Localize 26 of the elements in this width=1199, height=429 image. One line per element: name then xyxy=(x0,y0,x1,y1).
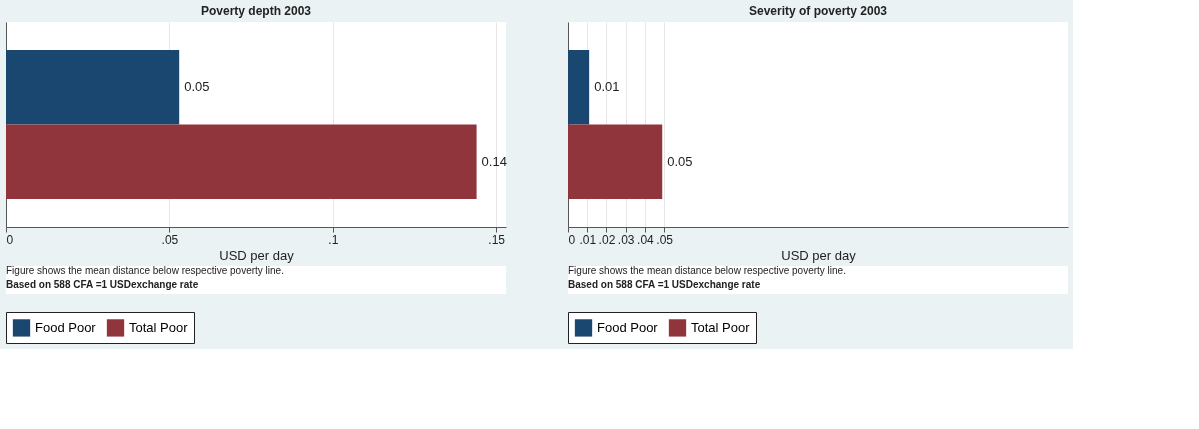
x-tick-label: .04 xyxy=(637,232,655,247)
x-tick-label: 0 xyxy=(6,232,14,247)
x-tick-label: .03 xyxy=(617,232,635,247)
x-tick-label: .05 xyxy=(656,232,674,247)
chart-title: Poverty depth 2003 xyxy=(200,4,312,18)
text: Based on 588 CFA =1 USDexchange rate xyxy=(6,279,199,290)
data-label: 0.01 xyxy=(594,79,620,95)
text: Figure shows the mean distance below respective poverty line. xyxy=(568,265,846,276)
legend-label: Total Poor xyxy=(129,319,189,335)
legend-label: Total Poor xyxy=(691,319,751,335)
x-tick-label: 0 xyxy=(568,232,576,247)
data-label: 0.14 xyxy=(481,153,507,169)
legend-label: Food Poor xyxy=(35,319,97,335)
data-label: 0.05 xyxy=(667,153,693,169)
x-tick-label: .1 xyxy=(328,232,339,247)
x-axis-title: USD per day xyxy=(219,247,295,263)
text: Figure shows the mean distance below respective poverty line. xyxy=(6,265,284,276)
x-tick-label: .01 xyxy=(579,232,597,247)
x-tick-label: .02 xyxy=(598,232,616,247)
data-label: 0.05 xyxy=(184,79,210,95)
text: Based on 588 CFA =1 USDexchange rate xyxy=(568,279,761,290)
x-tick-label: .05 xyxy=(161,232,179,247)
chart-title: Severity of poverty 2003 xyxy=(748,4,888,18)
x-tick-label: .15 xyxy=(488,232,506,247)
legend-label: Food Poor xyxy=(597,319,659,335)
x-axis-title: USD per day xyxy=(781,247,857,263)
